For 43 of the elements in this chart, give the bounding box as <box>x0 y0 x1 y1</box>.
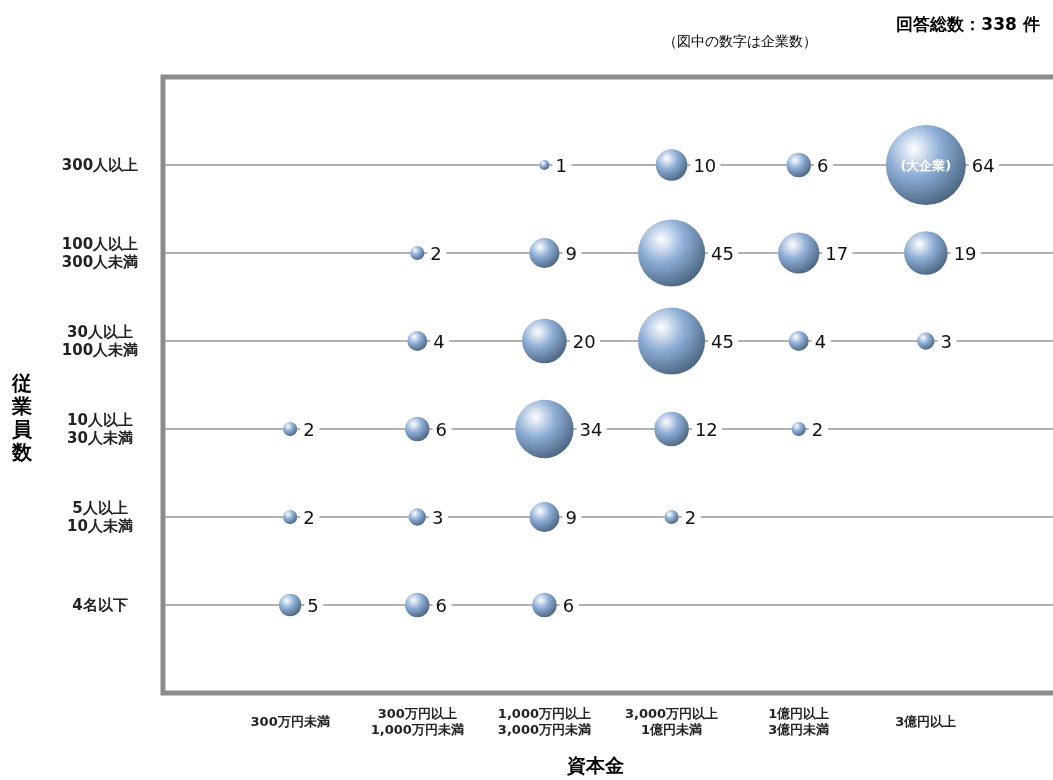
chart-title: 回答総数：338 件 <box>896 14 1040 34</box>
data-label: 20 <box>572 331 596 352</box>
data-label: 4 <box>814 331 827 352</box>
data-label: 2 <box>303 507 315 528</box>
data-label: 34 <box>579 419 603 440</box>
data-label: 6 <box>435 419 447 440</box>
data-label: 19 <box>953 243 977 264</box>
data-label: 3 <box>940 331 952 352</box>
data-label: 6 <box>435 595 447 616</box>
data-label: 17 <box>825 243 849 264</box>
data-label: 5 <box>307 595 319 616</box>
data-label: 9 <box>565 243 577 264</box>
y-tick-label: 5人以上 10人未満 <box>67 499 133 535</box>
data-label: 2 <box>303 419 315 440</box>
x-tick-label: 1,000万円以上 3,000万円未満 <box>497 706 591 737</box>
x-tick-label: 3,000万円以上 1億円未満 <box>625 706 719 737</box>
data-label: 2 <box>684 507 697 528</box>
data-label: 45 <box>711 243 735 264</box>
data-label: 6 <box>816 155 829 176</box>
y-tick-label: 4名以下 <box>72 596 128 614</box>
x-tick-label: 1億円以上 3億円未満 <box>768 706 830 737</box>
annotation: (大企業) <box>900 158 952 173</box>
x-tick-label: 300万円以上 1,000万円未満 <box>370 706 464 737</box>
data-label: 2 <box>811 419 824 440</box>
data-label: 6 <box>562 595 575 616</box>
x-tick-label: 3億円以上 <box>895 714 957 729</box>
x-axis-title: 資本金 <box>565 754 624 776</box>
y-tick-label: 30人以上 100人未満 <box>61 323 139 359</box>
data-label: 45 <box>711 331 735 352</box>
data-label: 64 <box>971 155 995 176</box>
y-axis-title: 従業員数 <box>11 370 33 464</box>
y-tick-label: 10人以上 30人未満 <box>67 411 133 447</box>
chart-subtitle: （図中の数字は企業数） <box>663 33 817 49</box>
data-label: 1 <box>555 155 567 176</box>
data-label: 4 <box>433 331 445 352</box>
data-label: 12 <box>694 419 718 440</box>
y-tick-label: 100人以上 300人未満 <box>61 235 139 271</box>
data-label: 9 <box>565 507 577 528</box>
x-tick-label: 300万円未満 <box>250 714 330 729</box>
y-tick-label: 300人以上 <box>61 156 139 174</box>
data-label: 3 <box>431 507 444 528</box>
data-label: 2 <box>430 243 442 264</box>
data-label: 10 <box>693 155 717 176</box>
